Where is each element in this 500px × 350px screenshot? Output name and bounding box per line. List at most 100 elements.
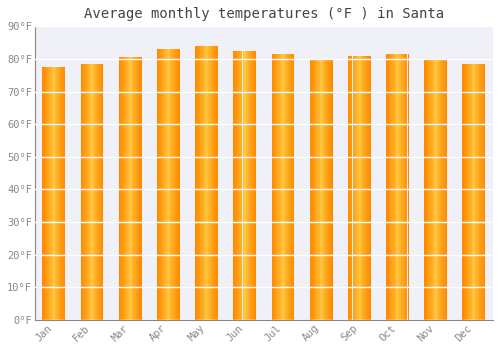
- Bar: [132, 57, 134, 320]
- Bar: [125, 57, 126, 320]
- Bar: [387, 54, 388, 320]
- Bar: [50, 67, 51, 320]
- Bar: [470, 64, 471, 320]
- Bar: [466, 64, 467, 320]
- Bar: [482, 64, 483, 320]
- Bar: [328, 59, 329, 320]
- Bar: [95, 64, 96, 320]
- Bar: [311, 59, 312, 320]
- Bar: [357, 56, 358, 320]
- Bar: [438, 59, 439, 320]
- Bar: [293, 54, 294, 320]
- Bar: [354, 56, 355, 320]
- Bar: [158, 49, 159, 320]
- Bar: [424, 59, 425, 320]
- Bar: [54, 67, 56, 320]
- Bar: [253, 51, 254, 320]
- Bar: [473, 64, 474, 320]
- Bar: [208, 46, 209, 320]
- Bar: [211, 46, 212, 320]
- Bar: [350, 56, 351, 320]
- Bar: [168, 49, 169, 320]
- Bar: [430, 59, 431, 320]
- Bar: [388, 54, 389, 320]
- Bar: [247, 51, 248, 320]
- Bar: [169, 49, 170, 320]
- Bar: [406, 54, 408, 320]
- Bar: [320, 59, 321, 320]
- Bar: [435, 59, 436, 320]
- Bar: [361, 56, 362, 320]
- Bar: [82, 64, 83, 320]
- Bar: [196, 46, 198, 320]
- Bar: [195, 46, 196, 320]
- Bar: [206, 46, 208, 320]
- Bar: [52, 67, 53, 320]
- Bar: [235, 51, 236, 320]
- Bar: [59, 67, 60, 320]
- Bar: [141, 57, 142, 320]
- Bar: [325, 59, 326, 320]
- Bar: [127, 57, 128, 320]
- Bar: [331, 59, 332, 320]
- Bar: [284, 54, 286, 320]
- Bar: [324, 59, 325, 320]
- Bar: [252, 51, 253, 320]
- Bar: [60, 67, 62, 320]
- Bar: [348, 56, 350, 320]
- Bar: [63, 67, 64, 320]
- Bar: [101, 64, 102, 320]
- Bar: [468, 64, 469, 320]
- Bar: [363, 56, 364, 320]
- Bar: [172, 49, 173, 320]
- Bar: [393, 54, 394, 320]
- Bar: [483, 64, 484, 320]
- Bar: [399, 54, 400, 320]
- Bar: [246, 51, 247, 320]
- Bar: [162, 49, 163, 320]
- Bar: [429, 59, 430, 320]
- Bar: [157, 49, 158, 320]
- Bar: [179, 49, 180, 320]
- Bar: [386, 54, 387, 320]
- Bar: [122, 57, 124, 320]
- Bar: [330, 59, 331, 320]
- Bar: [276, 54, 277, 320]
- Bar: [289, 54, 290, 320]
- Bar: [237, 51, 238, 320]
- Bar: [364, 56, 366, 320]
- Bar: [88, 64, 89, 320]
- Bar: [431, 59, 432, 320]
- Bar: [400, 54, 402, 320]
- Bar: [163, 49, 164, 320]
- Bar: [53, 67, 54, 320]
- Bar: [99, 64, 100, 320]
- Bar: [130, 57, 131, 320]
- Bar: [390, 54, 392, 320]
- Bar: [90, 64, 91, 320]
- Bar: [238, 51, 240, 320]
- Bar: [93, 64, 94, 320]
- Bar: [398, 54, 399, 320]
- Bar: [210, 46, 211, 320]
- Bar: [440, 59, 441, 320]
- Bar: [44, 67, 46, 320]
- Bar: [356, 56, 357, 320]
- Bar: [159, 49, 160, 320]
- Bar: [397, 54, 398, 320]
- Bar: [312, 59, 313, 320]
- Bar: [315, 59, 316, 320]
- Bar: [244, 51, 245, 320]
- Bar: [241, 51, 242, 320]
- Bar: [51, 67, 52, 320]
- Bar: [134, 57, 135, 320]
- Bar: [98, 64, 99, 320]
- Bar: [476, 64, 477, 320]
- Bar: [436, 59, 438, 320]
- Bar: [204, 46, 205, 320]
- Bar: [280, 54, 281, 320]
- Bar: [85, 64, 86, 320]
- Bar: [478, 64, 480, 320]
- Bar: [245, 51, 246, 320]
- Bar: [240, 51, 241, 320]
